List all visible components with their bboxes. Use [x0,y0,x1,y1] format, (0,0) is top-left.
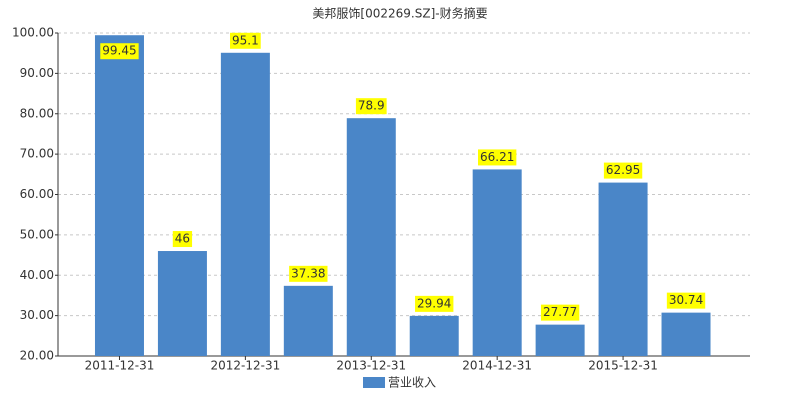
value-label: 37.38 [291,266,325,280]
x-tick-label: 2011-12-31 [85,359,155,373]
value-label-bg [415,295,454,312]
x-tick-label: 2014-12-31 [462,359,532,373]
x-tick-label: 2015-12-31 [588,359,658,373]
value-label: 95.1 [232,33,259,47]
value-label: 30.74 [669,293,703,307]
y-tick-label: 60.00 [20,187,54,201]
bar [535,324,585,356]
x-tick-label: 2012-12-31 [211,359,281,373]
bar [661,312,711,356]
y-tick-label: 50.00 [20,227,54,241]
bar [409,315,459,356]
x-tick-label: 2013-12-31 [336,359,406,373]
chart-title: 美邦服饰[002269.SZ]-财务摘要 [312,6,487,21]
value-label-bg [477,149,517,166]
value-label-bg [666,292,706,309]
bar [157,251,207,356]
legend-swatch [363,377,385,388]
bar [220,52,270,356]
value-label: 27.77 [543,305,577,319]
value-label-bg [172,231,193,248]
bar [94,35,144,357]
y-tick-label: 70.00 [20,147,54,161]
value-label: 62.95 [606,163,640,177]
bar [346,118,396,356]
bar [283,285,333,356]
value-label: 99.45 [102,44,136,58]
y-tick-label: 20.00 [20,349,54,363]
value-label: 66.21 [480,150,514,164]
value-label: 46 [175,232,190,246]
y-tick-label: 100.00 [12,26,54,40]
bar [472,169,522,356]
value-label-bg [230,32,261,49]
value-label: 29.94 [417,296,451,310]
y-tick-label: 30.00 [20,308,54,322]
value-label-bg [289,265,328,282]
bar [598,182,648,356]
value-label-bg [100,43,139,60]
y-tick-label: 90.00 [20,66,54,80]
value-label: 78.9 [358,99,385,113]
y-tick-label: 40.00 [20,268,54,282]
value-label-bg [355,98,387,115]
y-tick-label: 80.00 [20,106,54,120]
value-label-bg [603,162,643,179]
legend-label: 营业收入 [388,376,436,390]
value-label-bg [540,304,580,321]
